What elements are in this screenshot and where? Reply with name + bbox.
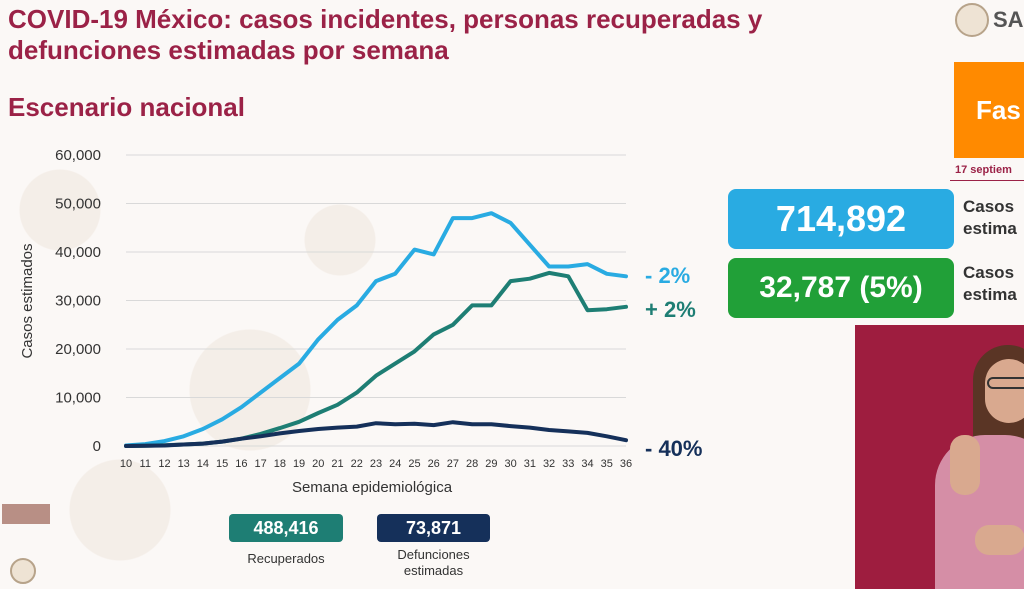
sign-language-interpreter-video — [855, 325, 1024, 589]
y-tick-label: 60,000 — [55, 147, 101, 164]
x-tick-label: 15 — [216, 458, 228, 470]
chart-grid — [126, 154, 626, 447]
active-cases-value: 32,787 (5%) — [759, 271, 923, 304]
total-cases-card: 714,892 — [728, 189, 954, 249]
phase-badge: Fas — [954, 62, 1024, 158]
active-cases-label-line2: estima — [963, 285, 1017, 304]
x-tick-label: 11 — [140, 458, 151, 470]
x-tick-label: 32 — [543, 458, 555, 470]
series-line-recovered — [124, 270, 628, 448]
total-cases-label-line1: Casos — [963, 197, 1015, 216]
decorative-emblem — [0, 490, 55, 589]
deaths-label: Defunciones estimadas — [368, 547, 499, 579]
x-tick-label: 20 — [312, 458, 324, 470]
deaths-label-line2: estimadas — [403, 563, 464, 578]
x-tick-label: 23 — [370, 458, 382, 470]
x-tick-label: 35 — [601, 458, 613, 470]
x-tick-label: 24 — [389, 458, 401, 470]
x-tick-label: 22 — [351, 458, 363, 470]
chart-series — [124, 211, 628, 448]
x-tick-label: 12 — [158, 458, 170, 470]
x-tick-label: 34 — [581, 458, 593, 470]
page-subtitle: Escenario nacional — [8, 92, 245, 122]
date-divider — [950, 180, 1024, 181]
phase-label: Fas — [976, 94, 1021, 125]
x-tick-label: 28 — [466, 458, 478, 470]
y-tick-label: 20,000 — [55, 341, 101, 358]
recovered-box: 488,416 — [229, 514, 343, 542]
total-cases-label: Casos estima — [963, 196, 1024, 240]
total-cases-label-line2: estima — [963, 219, 1017, 238]
series-end-label-recovered: + 2% — [645, 297, 696, 322]
x-tick-label: 17 — [254, 458, 266, 470]
y-tick-label: 50,000 — [55, 196, 101, 213]
series-end-label-deaths: - 40% — [645, 436, 702, 461]
y-tick-label: 10,000 — [55, 390, 101, 407]
x-tick-label: 21 — [331, 458, 343, 470]
x-tick-labels: 10 11 12 13 14 15 16 17 18 19 20 21 22 23 24 25 26 27 28 29… — [120, 458, 632, 470]
active-cases-label: Casos estima — [963, 262, 1024, 306]
series-line-cases — [124, 211, 628, 448]
y-tick-label: 30,000 — [55, 293, 101, 310]
recovered-label: Recuperados — [247, 551, 325, 566]
deaths-box: 73,871 — [377, 514, 490, 542]
y-tick-label: 40,000 — [55, 244, 101, 261]
recovered-value: 488,416 — [253, 517, 319, 538]
x-tick-label: 10 — [120, 458, 132, 470]
series-end-label-cases: - 2% — [645, 263, 690, 288]
x-tick-label: 33 — [562, 458, 574, 470]
y-tick-label: 0 — [93, 438, 101, 455]
x-tick-label: 13 — [178, 458, 190, 470]
glasses-icon — [987, 377, 1024, 389]
x-tick-label: 30 — [504, 458, 516, 470]
x-tick-label: 18 — [274, 458, 286, 470]
seal-icon — [10, 558, 36, 584]
x-tick-label: 29 — [485, 458, 497, 470]
active-cases-label-line1: Casos — [963, 263, 1015, 282]
x-axis-label: Semana epidemiológica — [292, 479, 453, 496]
interpreter-head — [985, 359, 1024, 423]
x-tick-label: 27 — [447, 458, 459, 470]
x-tick-label: 31 — [524, 458, 536, 470]
x-tick-label: 19 — [293, 458, 305, 470]
logo-text: SA — [993, 7, 1024, 32]
x-tick-label: 16 — [235, 458, 247, 470]
y-axis-label: Casos estimados — [19, 243, 36, 358]
decorative-block — [2, 504, 50, 524]
interpreter-hand-2 — [975, 525, 1024, 555]
series-line-deaths — [124, 420, 628, 448]
deaths-value: 73,871 — [405, 517, 462, 538]
x-tick-label: 25 — [408, 458, 420, 470]
x-tick-label: 26 — [428, 458, 440, 470]
x-tick-label: 36 — [620, 458, 632, 470]
active-cases-card: 32,787 (5%) — [728, 258, 954, 318]
total-cases-value: 714,892 — [775, 198, 907, 239]
date-text: 17 septiem — [955, 164, 1012, 176]
interpreter-hand — [950, 435, 980, 495]
page-title: COVID-19 México: casos incidentes, perso… — [8, 4, 763, 65]
deaths-label-line1: Defunciones — [397, 547, 470, 562]
logo: SA — [955, 0, 1024, 40]
y-tick-labels: 0 10,000 20,000 30,000 40,000 50,000 60,000 — [55, 147, 101, 455]
background-pattern — [0, 90, 420, 589]
x-tick-label: 14 — [197, 458, 209, 470]
series-end-labels: - 2% + 2% - 40% — [645, 263, 702, 461]
seal-icon — [955, 3, 989, 37]
